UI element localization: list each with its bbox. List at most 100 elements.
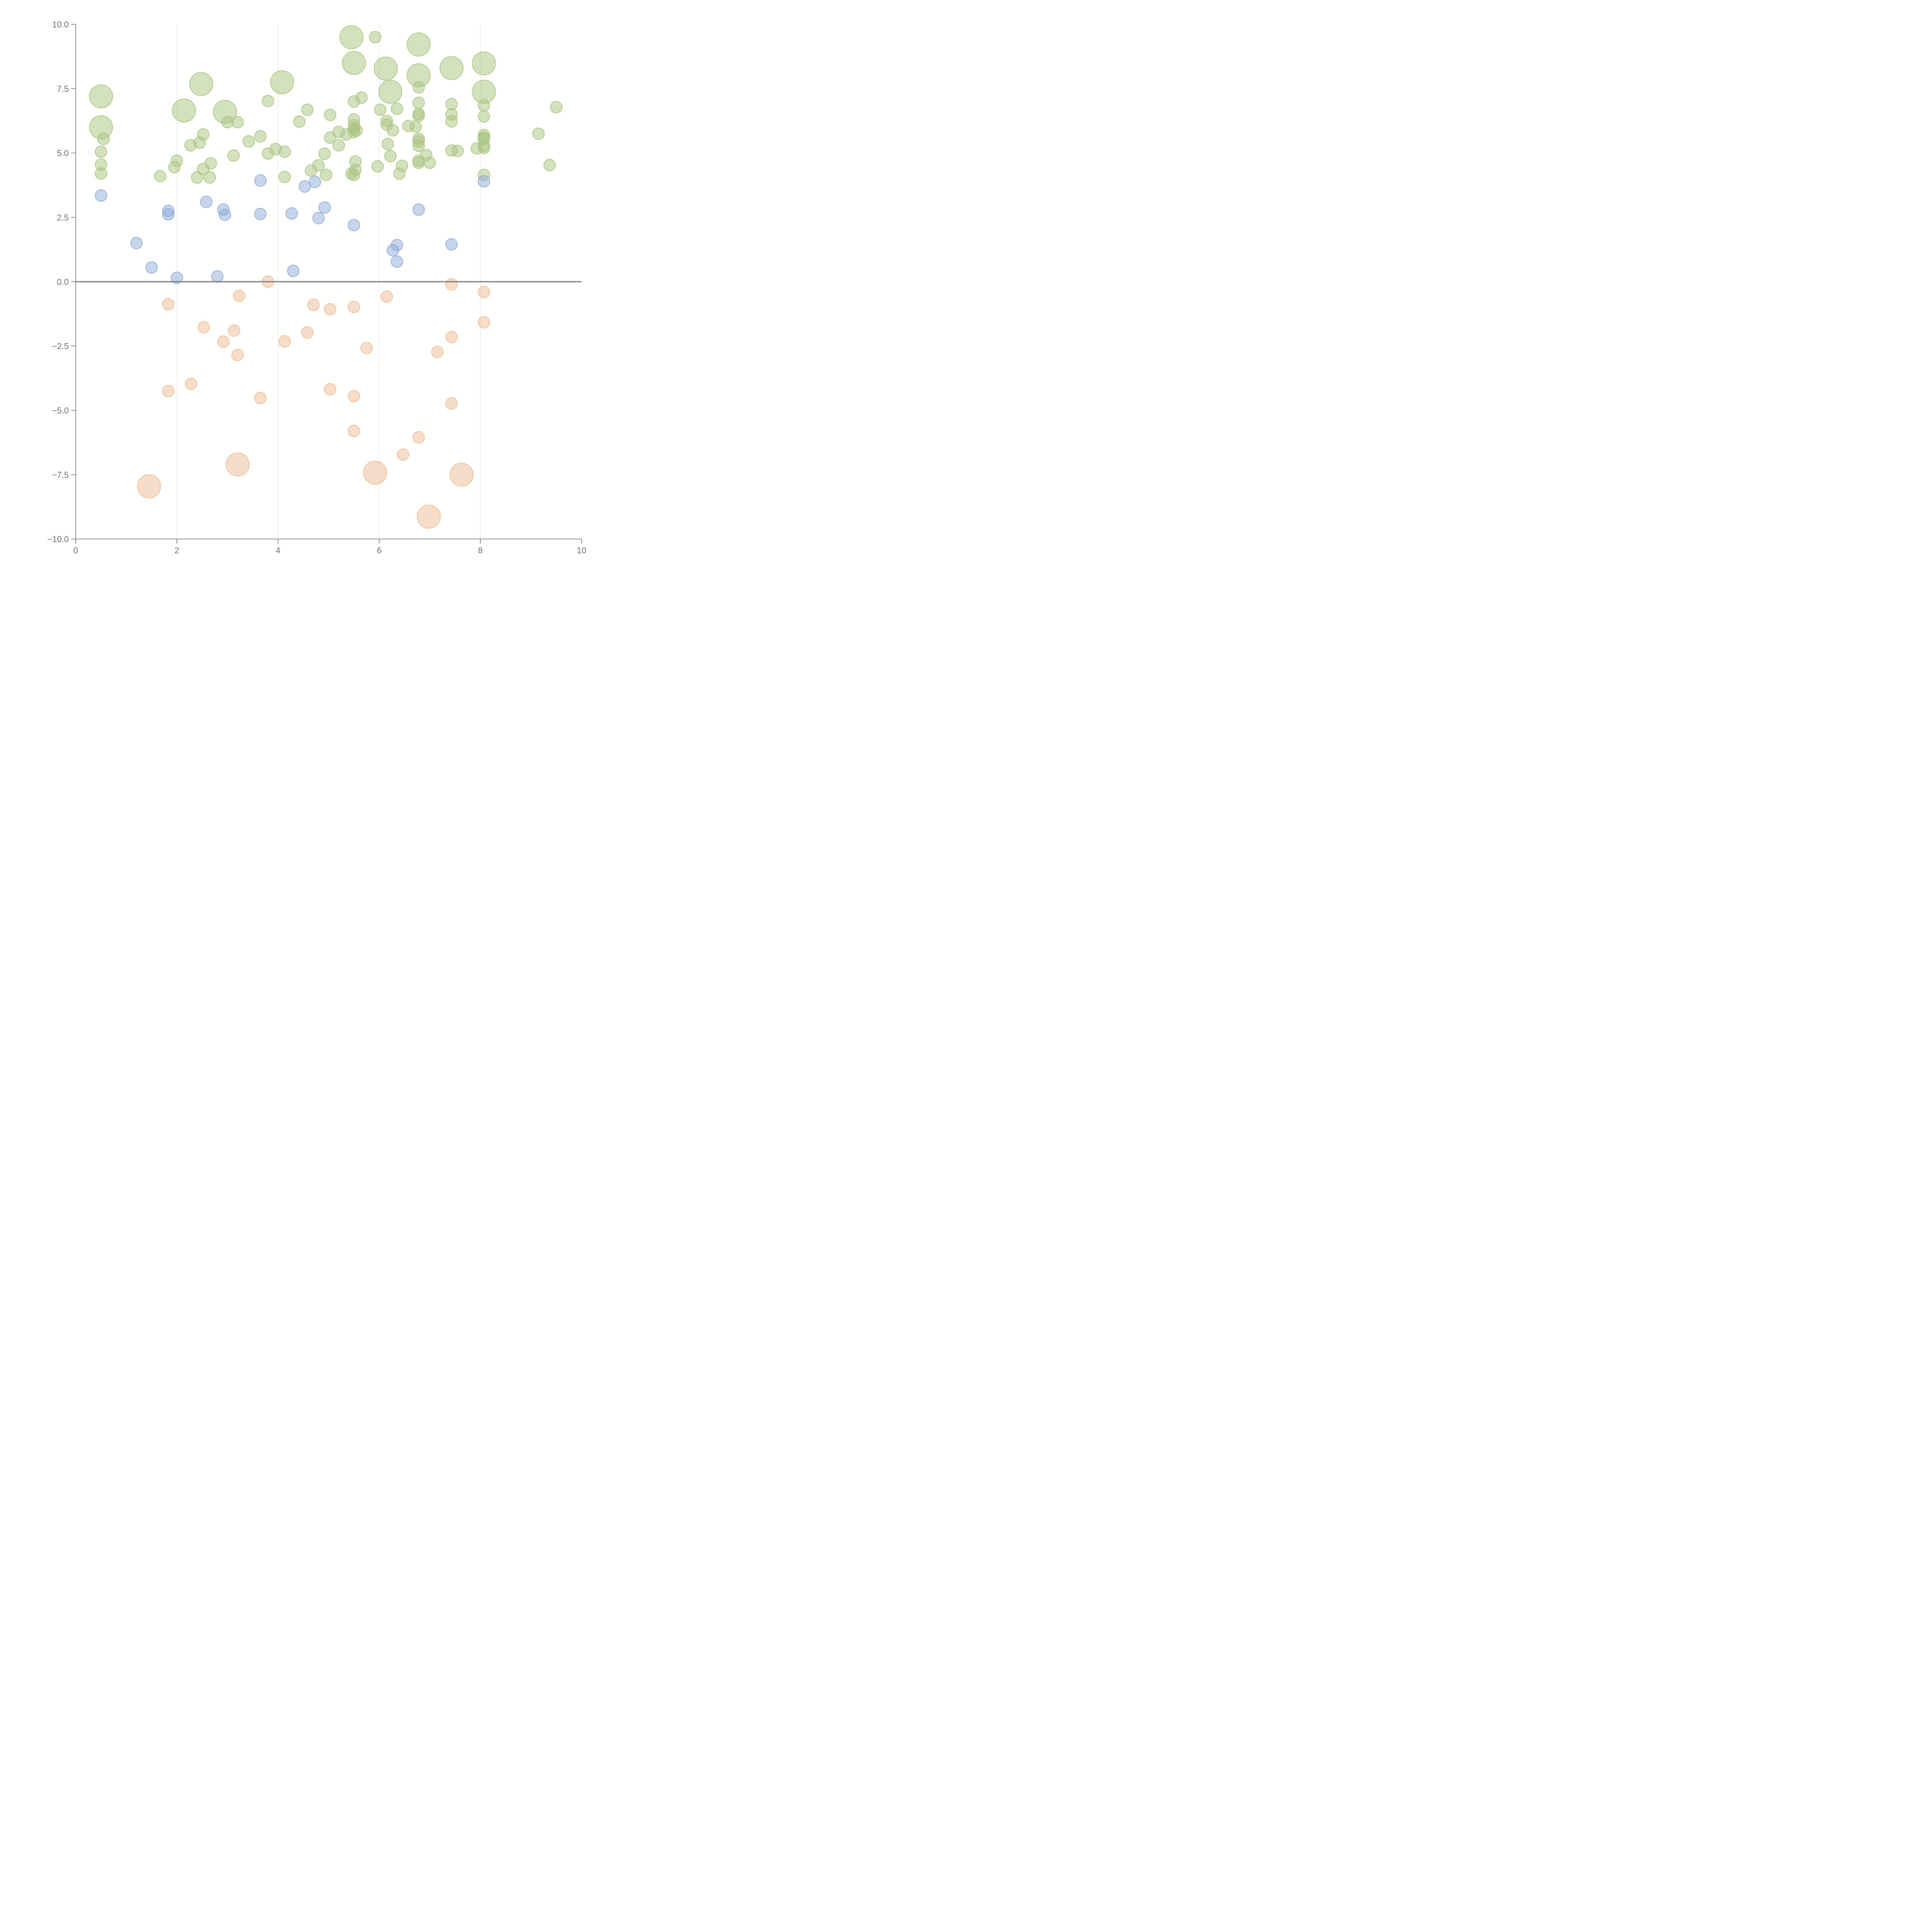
- bubble-series0-37: [324, 131, 337, 144]
- bubble-series1-16: [312, 212, 325, 224]
- y-tick-label-0: −10.0: [47, 534, 69, 544]
- y-tick-label-8: 10.0: [52, 20, 69, 29]
- bubble-series0-99: [532, 128, 545, 140]
- bubble-series1-23: [445, 238, 458, 251]
- bubble-series0-36: [324, 109, 337, 121]
- bubble-series0-27: [270, 70, 294, 94]
- bubble-series2-15: [324, 303, 337, 316]
- bubble-series2-17: [347, 301, 360, 313]
- bubble-series0-29: [278, 170, 291, 183]
- bubble-series1-6: [200, 196, 213, 208]
- bubble-series2-7: [225, 452, 250, 476]
- bubbles: [89, 25, 563, 529]
- bubble-series1-20: [391, 239, 403, 252]
- bubble-series0-41: [339, 25, 364, 49]
- bubble-series0-82: [439, 56, 464, 80]
- bubble-series2-3: [185, 378, 197, 390]
- bubble-series2-6: [228, 324, 240, 337]
- x-tick-label-2: 4: [276, 546, 280, 555]
- x-tick-label-4: 8: [478, 546, 483, 555]
- bubble-series0-30: [293, 115, 306, 128]
- bubble-series2-12: [278, 335, 291, 348]
- bubble-series1-4: [162, 208, 175, 221]
- bubble-series2-18: [347, 390, 360, 403]
- bubble-series2-27: [445, 278, 458, 291]
- bubble-series0-35: [320, 168, 332, 181]
- bubble-series2-1: [162, 298, 175, 311]
- y-tick-label-4: 0.0: [57, 277, 69, 287]
- bubble-series0-81: [423, 156, 436, 169]
- bubble-series1-9: [219, 208, 231, 221]
- bubble-series0-70: [412, 81, 425, 94]
- bubble-series0-3: [95, 145, 107, 158]
- bubble-series0-0: [89, 84, 113, 109]
- bubble-series1-12: [285, 207, 298, 220]
- bubble-series0-54: [369, 31, 381, 44]
- bubble-series2-10: [254, 392, 267, 405]
- bubble-series2-32: [478, 316, 490, 329]
- bubble-series0-63: [384, 150, 397, 162]
- bubble-series2-16: [324, 383, 337, 396]
- bubble-series1-17: [318, 201, 331, 214]
- bubble-series2-22: [381, 290, 393, 303]
- bubble-series0-16: [203, 171, 216, 184]
- bubble-series0-33: [312, 159, 325, 172]
- bubble-series2-26: [431, 345, 444, 358]
- bubble-series1-18: [347, 219, 360, 231]
- bubble-series2-24: [412, 431, 425, 444]
- bubble-series0-28: [278, 145, 291, 158]
- bubble-series2-5: [217, 335, 230, 348]
- bubble-series0-15: [189, 72, 213, 96]
- y-tick-label-3: −2.5: [52, 342, 69, 351]
- bubble-series0-20: [231, 116, 244, 129]
- bubble-series0-64: [391, 102, 403, 115]
- bubble-series1-2: [145, 261, 158, 274]
- bubble-series0-21: [227, 149, 240, 162]
- x-tick-label-1: 2: [175, 546, 179, 555]
- bubble-series1-11: [254, 207, 267, 220]
- bubble-series2-25: [417, 505, 441, 529]
- bubble-series0-14: [197, 128, 209, 141]
- bubble-series0-8: [170, 154, 183, 167]
- bubble-series2-9: [233, 289, 245, 302]
- bubble-series0-71: [412, 97, 425, 109]
- x-tick-label-0: 0: [73, 546, 78, 555]
- bubble-series0-62: [381, 138, 394, 150]
- y-tick-label-7: 7.5: [57, 84, 69, 94]
- bubble-series2-21: [363, 461, 387, 485]
- bubble-series2-28: [445, 331, 458, 344]
- bubble-series2-13: [301, 326, 314, 339]
- y-tick-label-2: −5.0: [52, 406, 69, 415]
- bubble-series0-100: [543, 159, 556, 172]
- bubble-series2-4: [197, 321, 210, 333]
- bubble-series2-19: [347, 425, 360, 437]
- bubble-chart: −10.0 −7.5 −5.0 −2.5 0.0 2.5 5.0 7.5 10.0 0 2 4 6 8 10: [47, 20, 586, 555]
- bubble-series2-29: [445, 397, 458, 410]
- bubble-series0-52: [347, 168, 360, 181]
- bubble-series1-7: [211, 270, 224, 283]
- y-tick-label-6: 5.0: [57, 148, 69, 158]
- bubble-series0-58: [378, 80, 403, 104]
- bubble-series2-8: [231, 349, 244, 361]
- bubble-series0-74: [409, 120, 422, 133]
- bubble-series2-0: [137, 474, 161, 498]
- bubble-series0-89: [472, 51, 496, 76]
- x-tick-label-3: 6: [377, 546, 381, 555]
- bubble-series0-97: [478, 141, 490, 154]
- bubble-series1-24: [478, 175, 490, 188]
- bubble-series0-12: [191, 171, 204, 184]
- bubble-series0-23: [254, 130, 267, 143]
- bubble-series1-5: [170, 272, 183, 284]
- bubble-series2-23: [396, 448, 409, 461]
- bubble-series0-55: [371, 160, 384, 173]
- bubble-series0-53: [355, 91, 368, 104]
- y-tick-label-5: 2.5: [57, 213, 69, 223]
- bubble-series0-17: [204, 157, 217, 170]
- bubble-series0-24: [262, 95, 274, 107]
- bubble-series2-2: [162, 385, 175, 398]
- bubble-series0-48: [350, 124, 363, 137]
- bubble-series0-31: [301, 104, 314, 116]
- bubble-series1-10: [254, 174, 267, 187]
- bubble-series2-31: [478, 286, 490, 298]
- bubble-series0-91: [478, 99, 490, 112]
